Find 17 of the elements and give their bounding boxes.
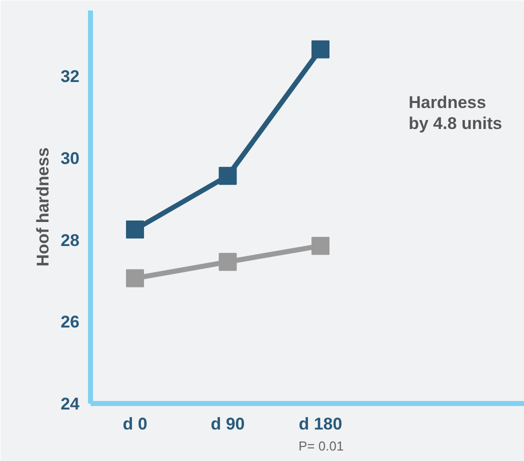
y-axis-title: Hoof hardness xyxy=(34,147,53,267)
point xyxy=(311,236,330,255)
x-tick-label: d 0 xyxy=(122,414,148,434)
point xyxy=(126,269,144,288)
y-tick-label: 24 xyxy=(60,394,80,414)
text: P= 0.01 xyxy=(298,438,344,454)
point xyxy=(311,40,330,58)
y-tick-label: 30 xyxy=(60,148,80,168)
x-tick-label: d 90 xyxy=(210,414,245,434)
x-tick-label: d 180 xyxy=(298,414,342,434)
y-tick-label: 28 xyxy=(60,230,80,250)
point xyxy=(218,252,237,271)
y-tick-label: 26 xyxy=(60,312,80,332)
point xyxy=(126,220,144,239)
point xyxy=(218,166,237,185)
y-tick-label: 32 xyxy=(60,67,80,86)
text: Hardness by 4.8 units xyxy=(408,92,502,133)
